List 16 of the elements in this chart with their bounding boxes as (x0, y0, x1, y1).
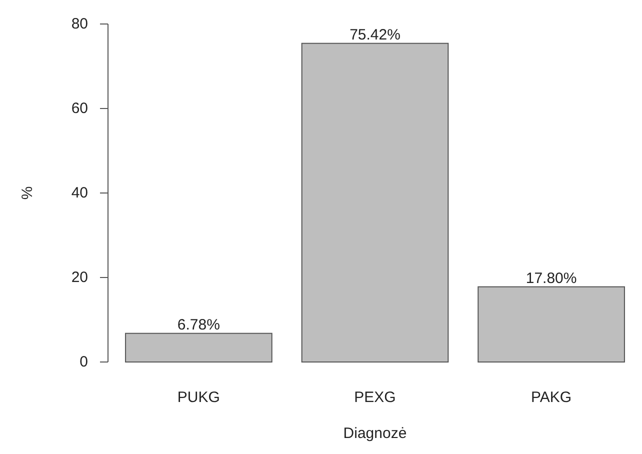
y-tick-label: 60 (71, 100, 88, 117)
data-label: 6.78% (177, 316, 220, 334)
bar (301, 42, 449, 362)
data-label: 17.80% (526, 270, 577, 287)
y-tick-label: 20 (71, 269, 88, 286)
x-tick-label: PEXG (354, 389, 396, 406)
x-tick-label: PAKG (531, 389, 572, 406)
bar (478, 286, 625, 362)
y-axis-title: % (19, 186, 36, 200)
bar (125, 332, 272, 362)
x-axis-title: Diagnozė (343, 425, 407, 442)
x-tick-label: PUKG (177, 389, 220, 406)
y-tick-label: 0 (80, 354, 88, 370)
y-tick-label: 80 (71, 16, 88, 32)
y-tick-label: 40 (71, 184, 88, 202)
data-label: 75.42% (350, 26, 400, 44)
